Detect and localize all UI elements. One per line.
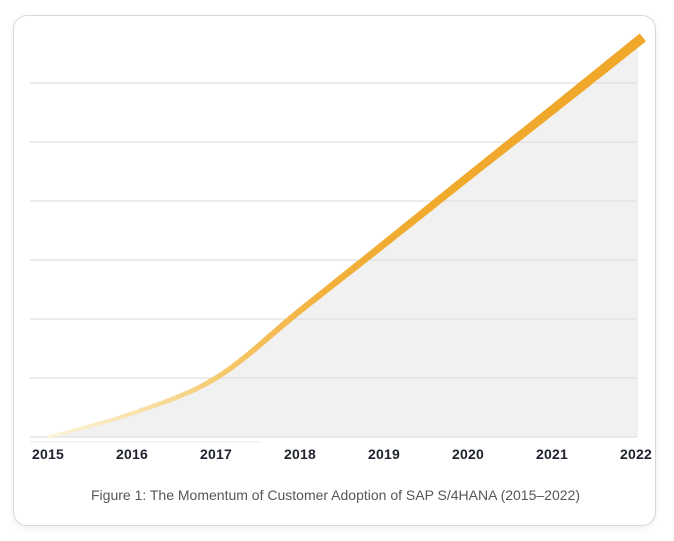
x-tick-label: 2017 xyxy=(200,446,232,462)
figure-caption: Figure 1: The Momentum of Customer Adopt… xyxy=(13,487,658,503)
x-tick-label: 2019 xyxy=(368,446,400,462)
x-tick-label: 2020 xyxy=(452,446,484,462)
x-tick-label: 2016 xyxy=(116,446,148,462)
x-tick-label: 2018 xyxy=(284,446,316,462)
x-tick-label: 2022 xyxy=(620,446,652,462)
x-tick-label: 2021 xyxy=(536,446,568,462)
x-tick-label: 2015 xyxy=(32,446,64,462)
